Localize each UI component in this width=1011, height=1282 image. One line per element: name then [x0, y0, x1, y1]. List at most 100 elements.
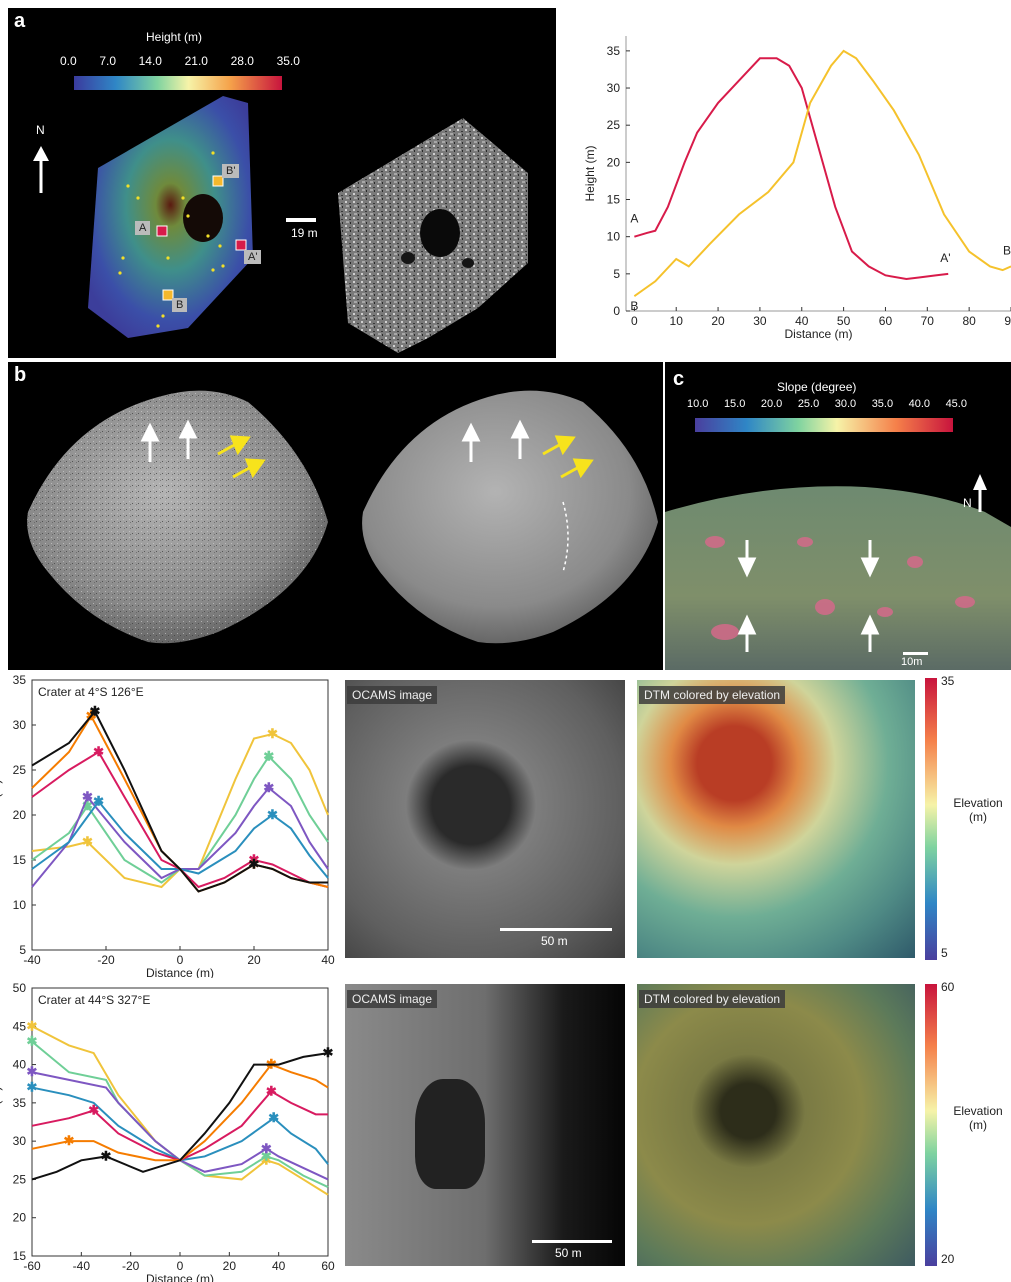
y-tick-label: 20: [13, 808, 27, 822]
y-tick-label: 25: [13, 1172, 27, 1186]
white-arrow-icon: [140, 419, 530, 462]
y-tick-label: 20: [607, 155, 621, 169]
slope-tick: 35.0: [871, 398, 894, 410]
dtm-tag-top: DTM colored by elevation: [639, 686, 786, 704]
x-tick-label: -40: [23, 953, 41, 967]
x-tick-label: 60: [879, 314, 893, 328]
x-axis-label: Distance (m): [146, 1272, 214, 1282]
cb-bottom-min: 20: [941, 1252, 955, 1266]
y-tick-label: 5: [613, 267, 620, 281]
scale-label-d-bottom: 50 m: [555, 1246, 582, 1260]
slope-tick: 30.0: [834, 398, 857, 410]
peak-marker: ✱: [268, 1110, 279, 1125]
peak-marker: ✱: [82, 798, 93, 813]
series-line: [31, 1040, 329, 1188]
elevation-colorbar-top: [925, 678, 937, 960]
y-tick-label: 50: [13, 981, 27, 995]
slope-tick: 20.0: [760, 398, 783, 410]
marker-a-prime-square: [235, 239, 247, 251]
peak-marker: ✱: [93, 744, 104, 759]
plot-frame: [31, 987, 329, 1257]
scale-label-a: 19 m: [291, 226, 318, 240]
peak-marker: ✱: [64, 1133, 75, 1148]
marker-b-label: B: [172, 298, 188, 312]
steep-patches: [705, 536, 975, 640]
peak-marker: ✱: [88, 1103, 99, 1118]
marker-a-prime-label: A': [244, 250, 262, 264]
asteroid-left: [27, 390, 329, 644]
peak-marker: ✱: [263, 749, 274, 764]
y-tick-label: 5: [19, 943, 26, 957]
cb-bottom-label-line1: Elevation: [953, 1104, 1003, 1118]
y-tick-label: 40: [13, 1058, 27, 1072]
peak-marker: ✱: [89, 704, 100, 719]
cb-top-label-line2: (m): [969, 810, 987, 824]
series-end-label: A': [940, 251, 950, 265]
peak-marker: ✱: [27, 1034, 38, 1049]
scale-bar-d-top: [500, 928, 612, 931]
cb-top-label: Elevation (m): [948, 796, 1008, 824]
cb-bottom-max: 60: [941, 980, 955, 994]
peak-marker: ✱: [27, 1080, 38, 1095]
x-tick-label: -20: [97, 953, 115, 967]
crater-bottom-profile-chart: -60 -40 -20 0 20 40 60 15 20 25 30 35 40 45 50 Distance…: [0, 981, 335, 1282]
series-line: [31, 732, 329, 889]
cb-top-max: 35: [941, 674, 955, 688]
boulder-dots: [118, 151, 225, 328]
height-profile-chart: 0 10 20 30 40 50 60 70 80 90 0 5 10 15 20 25 30 35 Distanc…: [583, 36, 1011, 341]
x-tick-label: 10: [670, 314, 684, 328]
x-tick-label: 20: [711, 314, 725, 328]
panel-d-top-chart: -40 -20 0 20 40 5 10 15 20 25 30 35 Distance (m) Elev…: [0, 672, 340, 978]
series-line: [31, 1052, 329, 1181]
plot-frame: [31, 679, 329, 951]
north-arrow-head-c: [973, 474, 987, 490]
panel-b-label: b: [14, 364, 27, 386]
slope-tick: 15.0: [723, 398, 746, 410]
cb-bottom-label: Elevation (m): [948, 1104, 1008, 1132]
ocams-tag-bottom: OCAMS image: [347, 990, 438, 1008]
y-tick-label: 30: [607, 81, 621, 95]
y-tick-label: 30: [13, 1134, 27, 1148]
x-tick-label: 20: [223, 1259, 237, 1273]
x-tick-label: -60: [23, 1259, 41, 1273]
slope-tick: 25.0: [797, 398, 820, 410]
x-tick-label: 0: [177, 1259, 184, 1273]
asteroid-right: [362, 390, 658, 644]
slope-colorbar: [695, 418, 953, 432]
ocams-tag-top: OCAMS image: [347, 686, 438, 704]
height-map-terrain: [88, 96, 253, 338]
peak-marker: ✱: [266, 1083, 277, 1098]
x-tick-label: 20: [247, 953, 261, 967]
peak-marker: ✱: [323, 1045, 334, 1060]
peak-marker: ✱: [263, 780, 274, 795]
ocams-image-top: OCAMS image 50 m: [345, 680, 625, 958]
height-tick: 0.0: [60, 54, 77, 68]
cb-top-label-line1: Elevation: [953, 796, 1003, 810]
peak-marker: ✱: [93, 794, 104, 809]
series-line: [633, 49, 1011, 297]
series-line: [31, 786, 329, 888]
series-start-label: A: [630, 212, 638, 226]
panel-c-svg: [665, 418, 1011, 670]
cb-top-min: 5: [941, 946, 948, 960]
x-tick-label: -40: [73, 1259, 91, 1273]
panel-c: c Slope (degree) 10.0 15.0 20.0 25.0 30.…: [665, 362, 1011, 670]
y-tick-label: 35: [607, 44, 621, 58]
dtm-tag-bottom: DTM colored by elevation: [639, 990, 786, 1008]
peak-marker: ✱: [82, 789, 93, 804]
series-line: [31, 750, 329, 889]
series-line: [634, 57, 949, 281]
series-line: [31, 1071, 329, 1181]
y-tick-label: 25: [13, 763, 27, 777]
peak-marker: ✱: [82, 834, 93, 849]
peak-marker: ✱: [249, 852, 260, 867]
y-tick-label: 15: [13, 1249, 27, 1263]
y-axis-label: Elevation (m): [0, 1087, 3, 1158]
panel-c-label: c: [673, 368, 685, 390]
chart-title: Crater at 44°S 327°E: [38, 993, 150, 1007]
height-colorbar-title: Height (m): [146, 30, 203, 44]
crater-top-profile-chart: -40 -20 0 20 40 5 10 15 20 25 30 35 Distance (m) Elev…: [0, 673, 335, 978]
y-tick-label: 25: [607, 118, 621, 132]
height-tick: 35.0: [276, 54, 300, 68]
scale-label-c: 10m: [901, 656, 923, 668]
